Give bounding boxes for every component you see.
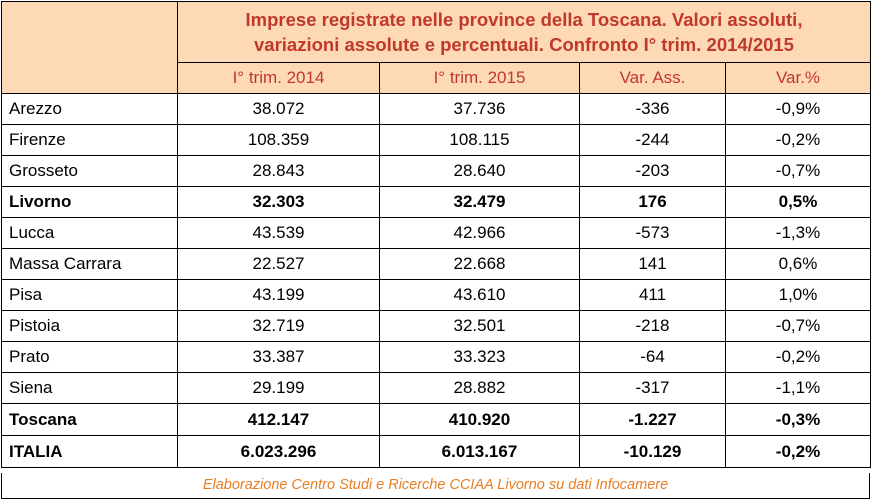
value-2014: 6.023.296 (177, 435, 380, 468)
province-name: Prato (1, 341, 178, 373)
province-name: Lucca (1, 217, 178, 249)
table-row: Siena 29.199 28.882 -317 -1,1% (1, 372, 871, 404)
value-2014: 33.387 (177, 341, 380, 373)
value-2014: 43.199 (177, 279, 380, 311)
table-row: Toscana 412.147 410.920 -1.227 -0,3% (1, 403, 871, 436)
var-pct-value: -0,7% (725, 155, 871, 187)
province-name: Pistoia (1, 310, 178, 342)
var-ass-value: -1.227 (579, 403, 726, 436)
province-name: Firenze (1, 124, 178, 156)
value-2014: 43.539 (177, 217, 380, 249)
imprese-table: Imprese registrate nelle province della … (1, 1, 871, 468)
col-header-var-pct: Var.% (725, 62, 871, 94)
var-ass-value: -64 (579, 341, 726, 373)
table-row: Arezzo 38.072 37.736 -336 -0,9% (1, 93, 871, 125)
title-line-1: Imprese registrate nelle province della … (245, 9, 803, 30)
value-2015: 42.966 (379, 217, 580, 249)
var-pct-value: -1,1% (725, 372, 871, 404)
var-ass-value: -336 (579, 93, 726, 125)
table-row: Pistoia 32.719 32.501 -218 -0,7% (1, 310, 871, 342)
var-ass-value: -218 (579, 310, 726, 342)
table-body: Arezzo 38.072 37.736 -336 -0,9% Firenze 108.35… (1, 93, 871, 468)
table-title: Imprese registrate nelle province della … (177, 1, 871, 63)
value-2014: 412.147 (177, 403, 380, 436)
value-2015: 32.501 (379, 310, 580, 342)
table-row: Grosseto 28.843 28.640 -203 -0,7% (1, 155, 871, 187)
value-2014: 32.303 (177, 186, 380, 218)
province-name: Toscana (1, 403, 178, 436)
table-row: Lucca 43.539 42.966 -573 -1,3% (1, 217, 871, 249)
col-header-2014: I° trim. 2014 (177, 62, 380, 94)
value-2015: 22.668 (379, 248, 580, 280)
value-2015: 108.115 (379, 124, 580, 156)
value-2014: 28.843 (177, 155, 380, 187)
var-ass-value: -10.129 (579, 435, 726, 468)
table-row: Pisa 43.199 43.610 411 1,0% (1, 279, 871, 311)
var-pct-value: -0,7% (725, 310, 871, 342)
var-pct-value: -0,3% (725, 403, 871, 436)
var-pct-value: -0,9% (725, 93, 871, 125)
var-ass-value: -203 (579, 155, 726, 187)
var-ass-value: 176 (579, 186, 726, 218)
col-header-var-ass: Var. Ass. (579, 62, 726, 94)
var-ass-value: 411 (579, 279, 726, 311)
var-ass-value: -573 (579, 217, 726, 249)
var-pct-value: 0,6% (725, 248, 871, 280)
source-footer: Elaborazione Centro Studi e Ricerche CCI… (1, 473, 870, 499)
value-2014: 22.527 (177, 248, 380, 280)
value-2015: 6.013.167 (379, 435, 580, 468)
value-2015: 33.323 (379, 341, 580, 373)
col-header-2015: I° trim. 2015 (379, 62, 580, 94)
var-pct-value: -0,2% (725, 435, 871, 468)
value-2014: 108.359 (177, 124, 380, 156)
var-pct-value: 0,5% (725, 186, 871, 218)
var-ass-value: -317 (579, 372, 726, 404)
var-ass-value: 141 (579, 248, 726, 280)
table-row: ITALIA 6.023.296 6.013.167 -10.129 -0,2% (1, 435, 871, 468)
var-pct-value: -1,3% (725, 217, 871, 249)
province-name: Arezzo (1, 93, 178, 125)
value-2014: 32.719 (177, 310, 380, 342)
value-2015: 43.610 (379, 279, 580, 311)
province-name: Massa Carrara (1, 248, 178, 280)
var-pct-value: -0,2% (725, 124, 871, 156)
table-row: Prato 33.387 33.323 -64 -0,2% (1, 341, 871, 373)
var-pct-value: 1,0% (725, 279, 871, 311)
value-2015: 28.882 (379, 372, 580, 404)
value-2015: 410.920 (379, 403, 580, 436)
province-name: Siena (1, 372, 178, 404)
value-2014: 38.072 (177, 93, 380, 125)
value-2014: 29.199 (177, 372, 380, 404)
value-2015: 32.479 (379, 186, 580, 218)
table-row: Firenze 108.359 108.115 -244 -0,2% (1, 124, 871, 156)
table-row: Massa Carrara 22.527 22.668 141 0,6% (1, 248, 871, 280)
province-name: Pisa (1, 279, 178, 311)
var-pct-value: -0,2% (725, 341, 871, 373)
value-2015: 28.640 (379, 155, 580, 187)
var-ass-value: -244 (579, 124, 726, 156)
province-name: Livorno (1, 186, 178, 218)
province-name: Grosseto (1, 155, 178, 187)
province-name: ITALIA (1, 435, 178, 468)
header-empty-cell (1, 1, 178, 94)
value-2015: 37.736 (379, 93, 580, 125)
table-row: Livorno 32.303 32.479 176 0,5% (1, 186, 871, 218)
title-line-2: variazioni assolute e percentuali. Confr… (254, 34, 794, 55)
